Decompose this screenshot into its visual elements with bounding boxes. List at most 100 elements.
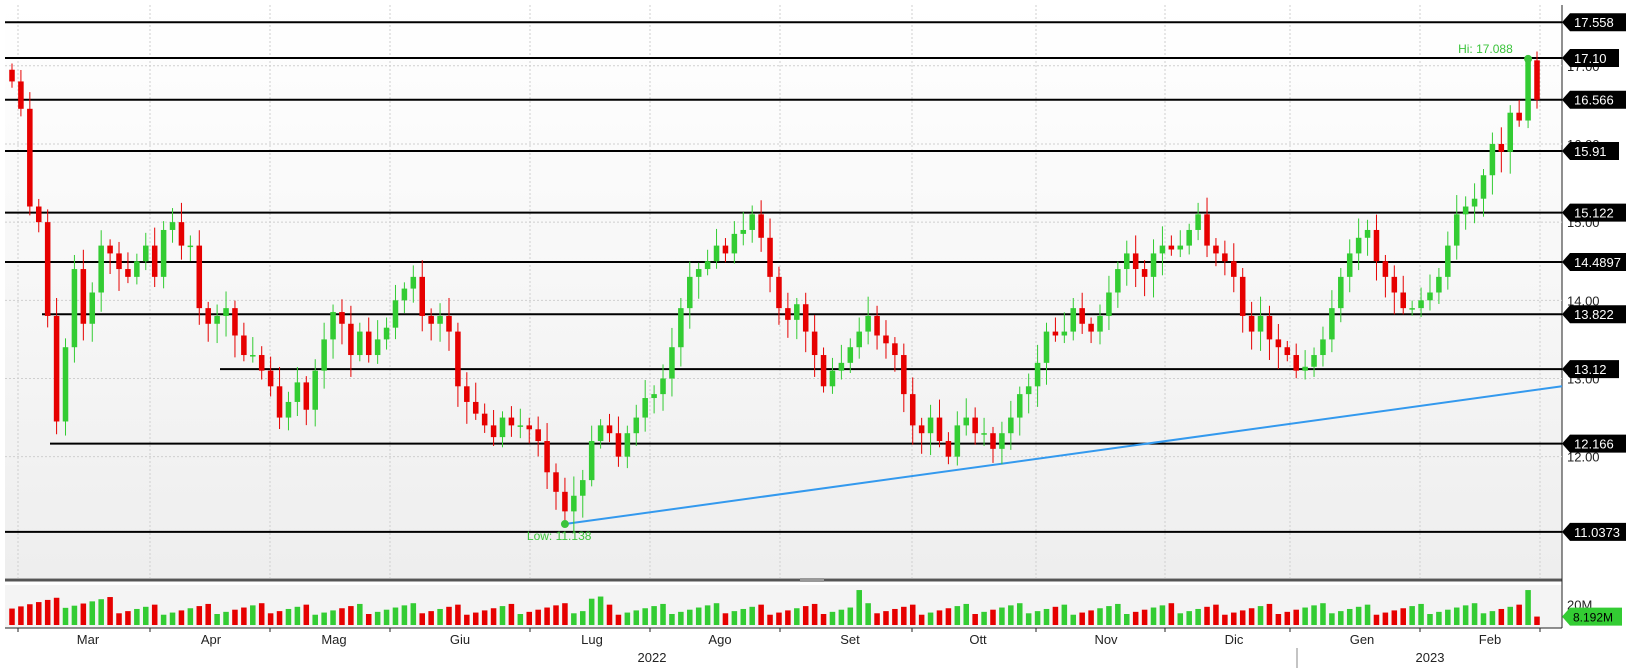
volume-bar: [446, 606, 452, 625]
hi-label: Hi: 17.088: [1458, 42, 1513, 56]
trendline: [564, 385, 1563, 526]
candle-body: [918, 425, 925, 434]
candle-body: [785, 308, 791, 320]
volume-bar: [1061, 604, 1068, 625]
candle-body: [669, 347, 675, 379]
gridlines: [5, 5, 1562, 578]
volume-bar: [44, 599, 51, 625]
candle-body: [1311, 355, 1317, 367]
volume-bar: [312, 614, 318, 625]
candle-body: [374, 339, 381, 356]
month-label: Mar: [77, 632, 100, 647]
candle-body: [1070, 308, 1077, 332]
candle-body: [1043, 331, 1050, 363]
candle-body: [1168, 245, 1175, 250]
candle-body: [874, 315, 880, 336]
candle-body: [125, 269, 131, 277]
month-label: Mag: [321, 632, 346, 647]
horizontal-levels: 17.558 17.10 16.566 15.91 15.122 14.4897 13.82…: [5, 13, 1626, 541]
volume-bar: [294, 606, 301, 625]
month-label: Dic: [1225, 632, 1244, 647]
volume-bar: [1284, 611, 1291, 625]
candle-body: [535, 429, 541, 442]
level-label: 16.566: [1574, 93, 1614, 108]
candle-body: [446, 315, 452, 332]
candle-body: [116, 253, 122, 270]
candle-body: [1418, 300, 1424, 309]
candle-body: [544, 441, 550, 473]
volume-bar: [901, 606, 907, 625]
hi-marker: [1524, 54, 1533, 63]
candle-body: [89, 292, 96, 324]
candle-body: [419, 276, 425, 316]
volume-bar: [1418, 603, 1424, 625]
candle-body: [847, 347, 854, 363]
volume-bar: [365, 614, 372, 625]
candle-body: [472, 401, 479, 414]
volume-bar: [740, 608, 747, 625]
panel-splitter-handle[interactable]: [800, 578, 824, 582]
candle-body: [1525, 60, 1531, 121]
candle-body: [312, 370, 318, 410]
volume-bar: [339, 608, 345, 625]
candle-body: [1239, 276, 1246, 316]
volume-bar: [1462, 605, 1469, 625]
volume-bar: [909, 604, 916, 625]
volume-last-box: [1562, 607, 1622, 626]
candle-body: [678, 308, 684, 348]
volume-bar: [722, 613, 729, 625]
volume-bar: [80, 603, 87, 625]
candle-body: [1008, 417, 1014, 434]
volume-bar: [134, 608, 140, 625]
candle-body: [1132, 253, 1139, 270]
volume-bar: [151, 604, 158, 625]
candle-body: [695, 269, 702, 277]
volume-bar: [401, 605, 408, 625]
candle-body: [383, 327, 390, 340]
candle-body: [927, 417, 934, 434]
candle-body: [258, 355, 265, 371]
volume-bar: [615, 614, 622, 625]
volume-bar: [1097, 608, 1103, 625]
candle-body: [909, 394, 916, 426]
candle-body: [1248, 315, 1255, 332]
volume-bar: [642, 608, 648, 625]
volume-bar: [419, 613, 425, 625]
candle-body: [178, 222, 185, 246]
level-label-box: [1562, 434, 1626, 453]
volume-bar: [481, 610, 488, 625]
volume-bar: [464, 614, 470, 625]
candle-body: [1453, 214, 1460, 246]
level-label: 15.122: [1574, 206, 1614, 221]
volume-bar: [1124, 614, 1130, 625]
candle-body: [53, 315, 60, 422]
volume-bar: [660, 603, 666, 625]
volume-bar: [499, 606, 506, 625]
volume-bar: [606, 604, 613, 625]
volume-bar: [169, 612, 176, 625]
candle-body: [820, 355, 827, 387]
candle-body: [1373, 229, 1380, 262]
candle-body: [169, 222, 176, 230]
candle-body: [18, 81, 24, 109]
candle-body: [160, 229, 167, 277]
candle-body: [1159, 245, 1166, 254]
volume-bar: [383, 609, 390, 625]
volume-bar: [437, 608, 443, 625]
volume-bar: [1471, 603, 1478, 625]
volume-bar: [892, 608, 898, 625]
volume-bar: [1186, 611, 1192, 625]
volume-bar: [767, 614, 773, 625]
candle-body: [223, 308, 229, 316]
volume-bar: [1034, 611, 1041, 625]
candle-body: [606, 425, 613, 434]
month-label: Gen: [1350, 632, 1375, 647]
candle-body: [892, 343, 898, 356]
volume-bar: [116, 613, 122, 625]
candle-body: [794, 304, 800, 320]
volume-bar: [562, 603, 568, 625]
volume-bar: [1204, 606, 1210, 625]
level-label-box: [1562, 90, 1626, 109]
candle-body: [811, 331, 818, 356]
x-axis-labels: Mar Apr Mag Giu Lug Ago Set Ott Nov Dic Gen Feb 2022…: [5, 627, 1562, 668]
